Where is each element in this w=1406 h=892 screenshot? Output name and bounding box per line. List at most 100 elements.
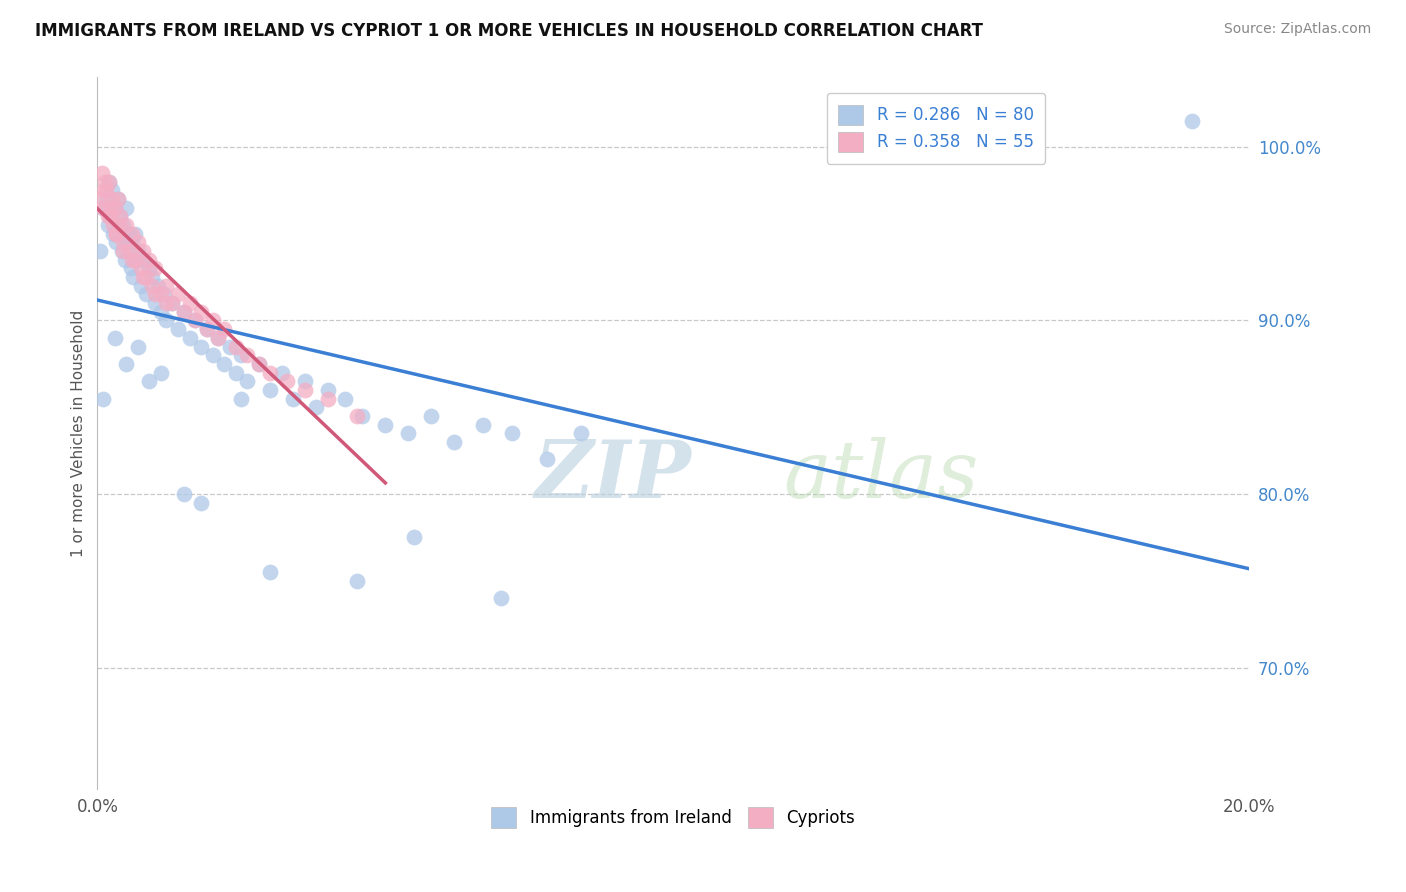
Point bbox=[118, 227, 141, 241]
Point bbox=[127, 244, 149, 258]
Point bbox=[212, 357, 235, 371]
Text: IMMIGRANTS FROM IRELAND VS CYPRIOT 1 OR MORE VEHICLES IN HOUSEHOLD CORRELATION C: IMMIGRANTS FROM IRELAND VS CYPRIOT 1 OR … bbox=[35, 22, 983, 40]
Point bbox=[129, 261, 152, 276]
Point bbox=[127, 339, 149, 353]
Point bbox=[173, 487, 195, 501]
Point bbox=[132, 252, 155, 267]
Point bbox=[100, 192, 122, 206]
Point bbox=[173, 305, 195, 319]
Point bbox=[305, 401, 328, 415]
Point bbox=[132, 244, 155, 258]
Point bbox=[117, 235, 139, 250]
Point bbox=[569, 426, 592, 441]
Point bbox=[103, 227, 125, 241]
Point bbox=[120, 261, 142, 276]
Point bbox=[316, 392, 339, 406]
Point bbox=[138, 261, 160, 276]
Point bbox=[121, 252, 143, 267]
Point bbox=[110, 210, 132, 224]
Point bbox=[124, 227, 146, 241]
Point bbox=[316, 383, 339, 397]
Point bbox=[420, 409, 443, 423]
Point bbox=[122, 270, 145, 285]
Point bbox=[110, 210, 132, 224]
Point bbox=[149, 287, 172, 301]
Point bbox=[110, 244, 132, 258]
Point bbox=[396, 426, 419, 441]
Point bbox=[195, 322, 218, 336]
Point bbox=[89, 244, 111, 258]
Point bbox=[121, 235, 143, 250]
Point bbox=[97, 175, 120, 189]
Point bbox=[125, 252, 148, 267]
Point bbox=[167, 322, 190, 336]
Point bbox=[132, 270, 155, 285]
Point bbox=[231, 348, 253, 362]
Point bbox=[112, 218, 135, 232]
Point bbox=[107, 192, 129, 206]
Point bbox=[91, 201, 114, 215]
Point bbox=[108, 218, 131, 232]
Point bbox=[218, 339, 240, 353]
Point bbox=[489, 591, 512, 606]
Text: atlas: atlas bbox=[783, 437, 979, 515]
Point bbox=[236, 374, 259, 388]
Point bbox=[98, 210, 121, 224]
Point bbox=[195, 322, 218, 336]
Point bbox=[259, 565, 281, 579]
Point bbox=[155, 296, 177, 310]
Point bbox=[155, 313, 177, 327]
Point bbox=[190, 339, 212, 353]
Point bbox=[352, 409, 374, 423]
Point bbox=[225, 366, 247, 380]
Point bbox=[160, 296, 183, 310]
Point bbox=[94, 183, 117, 197]
Point bbox=[103, 218, 125, 232]
Text: Source: ZipAtlas.com: Source: ZipAtlas.com bbox=[1223, 22, 1371, 37]
Point bbox=[294, 383, 316, 397]
Point bbox=[155, 278, 177, 293]
Point bbox=[149, 305, 172, 319]
Point bbox=[179, 296, 201, 310]
Point bbox=[207, 331, 229, 345]
Point bbox=[104, 227, 127, 241]
Point bbox=[138, 252, 160, 267]
Point bbox=[107, 192, 129, 206]
Point bbox=[259, 366, 281, 380]
Point bbox=[173, 305, 195, 319]
Point bbox=[149, 366, 172, 380]
Point bbox=[143, 261, 166, 276]
Point bbox=[91, 392, 114, 406]
Point bbox=[247, 357, 270, 371]
Point bbox=[374, 417, 396, 432]
Point bbox=[167, 287, 190, 301]
Point bbox=[212, 322, 235, 336]
Point bbox=[472, 417, 495, 432]
Point bbox=[100, 183, 122, 197]
Point bbox=[201, 313, 224, 327]
Point bbox=[190, 496, 212, 510]
Point bbox=[94, 192, 117, 206]
Point bbox=[114, 252, 136, 267]
Point bbox=[231, 392, 253, 406]
Y-axis label: 1 or more Vehicles in Household: 1 or more Vehicles in Household bbox=[72, 310, 86, 557]
Point bbox=[201, 348, 224, 362]
Point bbox=[259, 383, 281, 397]
Point bbox=[127, 235, 149, 250]
Point bbox=[143, 287, 166, 301]
Point bbox=[146, 278, 169, 293]
Point bbox=[294, 374, 316, 388]
Point bbox=[115, 201, 138, 215]
Point bbox=[89, 192, 111, 206]
Point bbox=[141, 278, 163, 293]
Point bbox=[276, 374, 298, 388]
Point bbox=[190, 305, 212, 319]
Point bbox=[270, 366, 292, 380]
Text: ZIP: ZIP bbox=[536, 437, 692, 515]
Point bbox=[94, 175, 117, 189]
Point bbox=[225, 339, 247, 353]
Point bbox=[97, 175, 120, 189]
Point bbox=[121, 227, 143, 241]
Point bbox=[98, 210, 121, 224]
Point bbox=[105, 227, 128, 241]
